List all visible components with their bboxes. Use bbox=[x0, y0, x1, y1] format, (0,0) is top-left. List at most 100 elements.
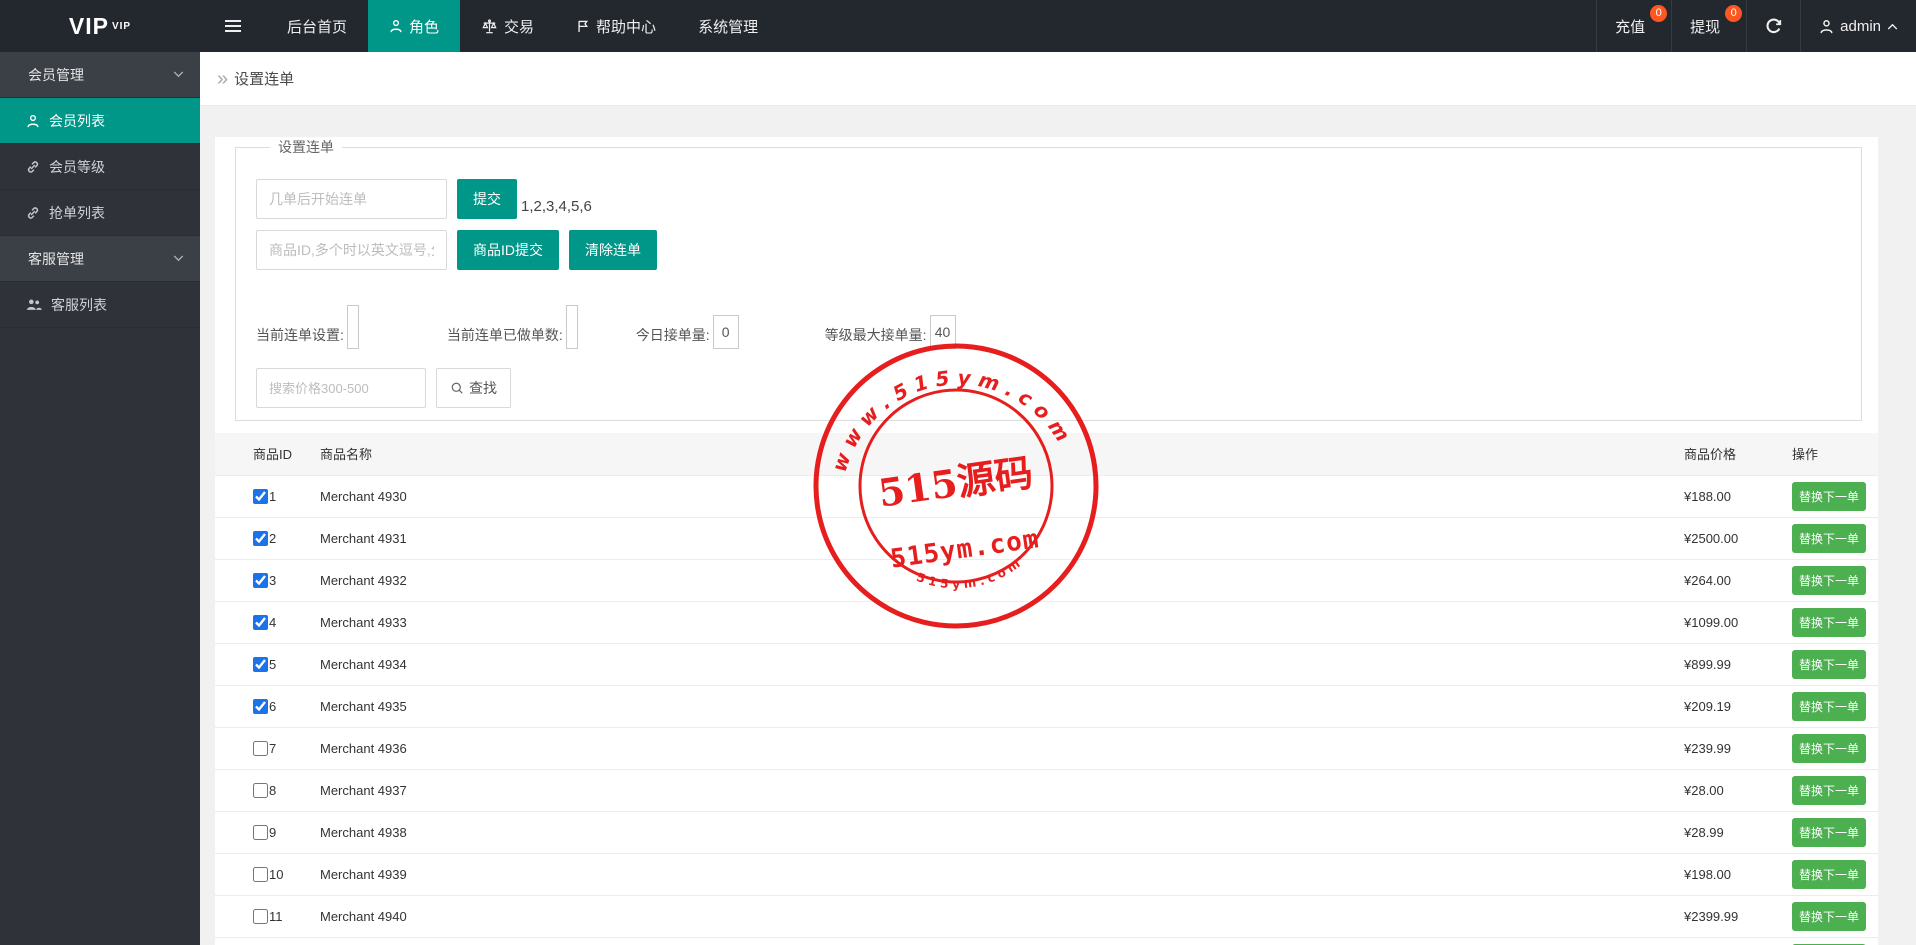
product-price: ¥28.00 bbox=[1684, 769, 1792, 812]
replace-next-order-button[interactable]: 替换下一单 bbox=[1792, 733, 1867, 763]
product-checkbox[interactable] bbox=[253, 699, 268, 715]
price-search-input[interactable] bbox=[256, 368, 426, 408]
withdraw-badge: 0 bbox=[1725, 5, 1743, 22]
replace-next-order-button[interactable]: 替换下一单 bbox=[1792, 607, 1867, 637]
product-id: 7 bbox=[269, 741, 277, 757]
product-name: Merchant 4940 bbox=[320, 895, 1684, 938]
table-row: 4 Merchant 4933 ¥1099.00 替换下一单 bbox=[215, 601, 1878, 644]
product-checkbox[interactable] bbox=[253, 741, 268, 757]
sidebar-item-label: 抢单列表 bbox=[49, 204, 105, 221]
table-row: 5 Merchant 4934 ¥899.99 替换下一单 bbox=[215, 643, 1878, 686]
replace-next-order-button[interactable]: 替换下一单 bbox=[1792, 565, 1867, 595]
chevron-down-icon bbox=[173, 71, 184, 78]
product-checkbox[interactable] bbox=[253, 531, 268, 547]
table-row: 8 Merchant 4937 ¥28.00 替换下一单 bbox=[215, 769, 1878, 812]
sidebar-section-1[interactable]: 会员管理 bbox=[0, 52, 200, 98]
stat-label: 当前连单设置: bbox=[256, 327, 344, 343]
stat-label: 等级最大接单量: bbox=[824, 327, 927, 343]
sidebar: 会员管理会员列表 会员等级抢单列表客服管理客服列表 bbox=[0, 52, 200, 945]
stat-group-4: 等级最大接单量: 40 bbox=[825, 315, 956, 349]
nav-right: 充值 0 提现 0 admin bbox=[1596, 0, 1916, 52]
recharge-label: 充值 bbox=[1615, 18, 1646, 36]
product-checkbox[interactable] bbox=[253, 489, 268, 505]
product-id-input[interactable] bbox=[256, 230, 447, 270]
product-checkbox[interactable] bbox=[253, 573, 268, 589]
product-id: 1 bbox=[269, 489, 277, 505]
product-checkbox[interactable] bbox=[253, 909, 268, 925]
replace-next-order-button[interactable]: 替换下一单 bbox=[1792, 691, 1867, 721]
sidebar-section-5[interactable]: 客服管理 bbox=[0, 236, 200, 282]
search-icon bbox=[450, 381, 464, 395]
nav-item-3[interactable]: 交易 bbox=[460, 0, 555, 52]
stat-value-box: 0 bbox=[712, 315, 739, 349]
product-price: ¥188.00 bbox=[1684, 475, 1792, 518]
recharge-button[interactable]: 充值 0 bbox=[1596, 0, 1671, 52]
replace-next-order-button[interactable]: 替换下一单 bbox=[1792, 901, 1867, 931]
withdraw-button[interactable]: 提现 0 bbox=[1671, 0, 1746, 52]
product-price: ¥198.00 bbox=[1684, 853, 1792, 896]
chain-start-input[interactable] bbox=[256, 179, 447, 219]
product-checkbox[interactable] bbox=[253, 783, 268, 799]
product-id-submit-button[interactable]: 商品ID提交 bbox=[457, 230, 559, 270]
scale-icon bbox=[481, 18, 498, 34]
main-area: » 设置连单 设置连单 提交 1,2,3,4,5,6 商品ID提交 清除连单 当… bbox=[200, 52, 1916, 945]
sidebar-item-6[interactable]: 客服列表 bbox=[0, 282, 200, 328]
nav-item-label: 交易 bbox=[504, 18, 535, 36]
replace-next-order-button[interactable]: 替换下一单 bbox=[1792, 817, 1867, 847]
breadcrumb-chevrons-icon: » bbox=[217, 67, 229, 90]
product-id: 9 bbox=[269, 825, 277, 841]
breadcrumb: » 设置连单 bbox=[200, 52, 1916, 106]
table-header-row: 商品ID 商品名称 商品价格 操作 bbox=[215, 433, 1878, 476]
product-price: ¥264.00 bbox=[1684, 559, 1792, 602]
replace-next-order-button[interactable]: 替换下一单 bbox=[1792, 775, 1867, 805]
user-menu[interactable]: admin bbox=[1800, 0, 1916, 52]
nav-item-4[interactable]: 帮助中心 bbox=[555, 0, 677, 52]
product-name: Merchant 4934 bbox=[320, 643, 1684, 686]
sidebar-section-label: 客服管理 bbox=[28, 250, 84, 267]
product-checkbox[interactable] bbox=[253, 615, 268, 631]
product-checkbox[interactable] bbox=[253, 867, 268, 883]
refresh-icon bbox=[1765, 18, 1782, 35]
product-price bbox=[1684, 937, 1792, 945]
chain-settings-fieldset: 设置连单 提交 1,2,3,4,5,6 商品ID提交 清除连单 当前连单设置:当… bbox=[235, 137, 1862, 421]
product-id: 5 bbox=[269, 657, 277, 673]
nav-item-5[interactable]: 系统管理 bbox=[677, 0, 779, 52]
product-name: Merchant 4933 bbox=[320, 601, 1684, 644]
product-name: Merchant 4938 bbox=[320, 811, 1684, 854]
fieldset-legend: 设置连单 bbox=[278, 139, 334, 155]
nav-item-label: 系统管理 bbox=[698, 18, 759, 36]
search-button-label: 查找 bbox=[469, 380, 497, 396]
sidebar-section-label: 会员管理 bbox=[28, 66, 84, 83]
clear-chain-button[interactable]: 清除连单 bbox=[569, 230, 657, 270]
sidebar-item-3[interactable]: 会员等级 bbox=[0, 144, 200, 190]
product-price: ¥28.99 bbox=[1684, 811, 1792, 854]
nav-item-1[interactable]: 后台首页 bbox=[266, 0, 368, 52]
nav-item-2[interactable]: 角色 bbox=[368, 0, 461, 52]
product-id: 3 bbox=[269, 573, 277, 589]
link-icon bbox=[26, 160, 40, 174]
replace-next-order-button[interactable]: 替换下一单 bbox=[1792, 859, 1867, 889]
hamburger-menu-icon[interactable] bbox=[200, 0, 266, 52]
column-header: 操作 bbox=[1792, 433, 1878, 476]
breadcrumb-text: 设置连单 bbox=[234, 71, 295, 88]
table-row: 3 Merchant 4932 ¥264.00 替换下一单 bbox=[215, 559, 1878, 602]
table-body: 1 Merchant 4930 ¥188.00 替换下一单 2 Merchant 4931… bbox=[215, 475, 1878, 945]
replace-next-order-button[interactable]: 替换下一单 bbox=[1792, 481, 1867, 511]
link-icon bbox=[26, 206, 40, 220]
replace-next-order-button[interactable]: 替换下一单 bbox=[1792, 943, 1867, 945]
product-name: Merchant 4935 bbox=[320, 685, 1684, 728]
replace-next-order-button[interactable]: 替换下一单 bbox=[1792, 649, 1867, 679]
sidebar-item-2[interactable]: 会员列表 bbox=[0, 98, 200, 144]
table-row: 7 Merchant 4936 ¥239.99 替换下一单 bbox=[215, 727, 1878, 770]
top-navbar: VIP VIP 后台首页 角色 交易 帮助中心 系统管理 充值 0 提现 0 bbox=[0, 0, 1916, 52]
submit-button[interactable]: 提交 bbox=[457, 179, 517, 219]
person-icon bbox=[389, 19, 403, 33]
search-button[interactable]: 查找 bbox=[436, 368, 511, 408]
replace-next-order-button[interactable]: 替换下一单 bbox=[1792, 523, 1867, 553]
product-checkbox[interactable] bbox=[253, 825, 268, 841]
product-id: 10 bbox=[269, 867, 284, 883]
table-row: 1 Merchant 4930 ¥188.00 替换下一单 bbox=[215, 475, 1878, 518]
refresh-button[interactable] bbox=[1746, 0, 1800, 52]
sidebar-item-4[interactable]: 抢单列表 bbox=[0, 190, 200, 236]
product-checkbox[interactable] bbox=[253, 657, 268, 673]
